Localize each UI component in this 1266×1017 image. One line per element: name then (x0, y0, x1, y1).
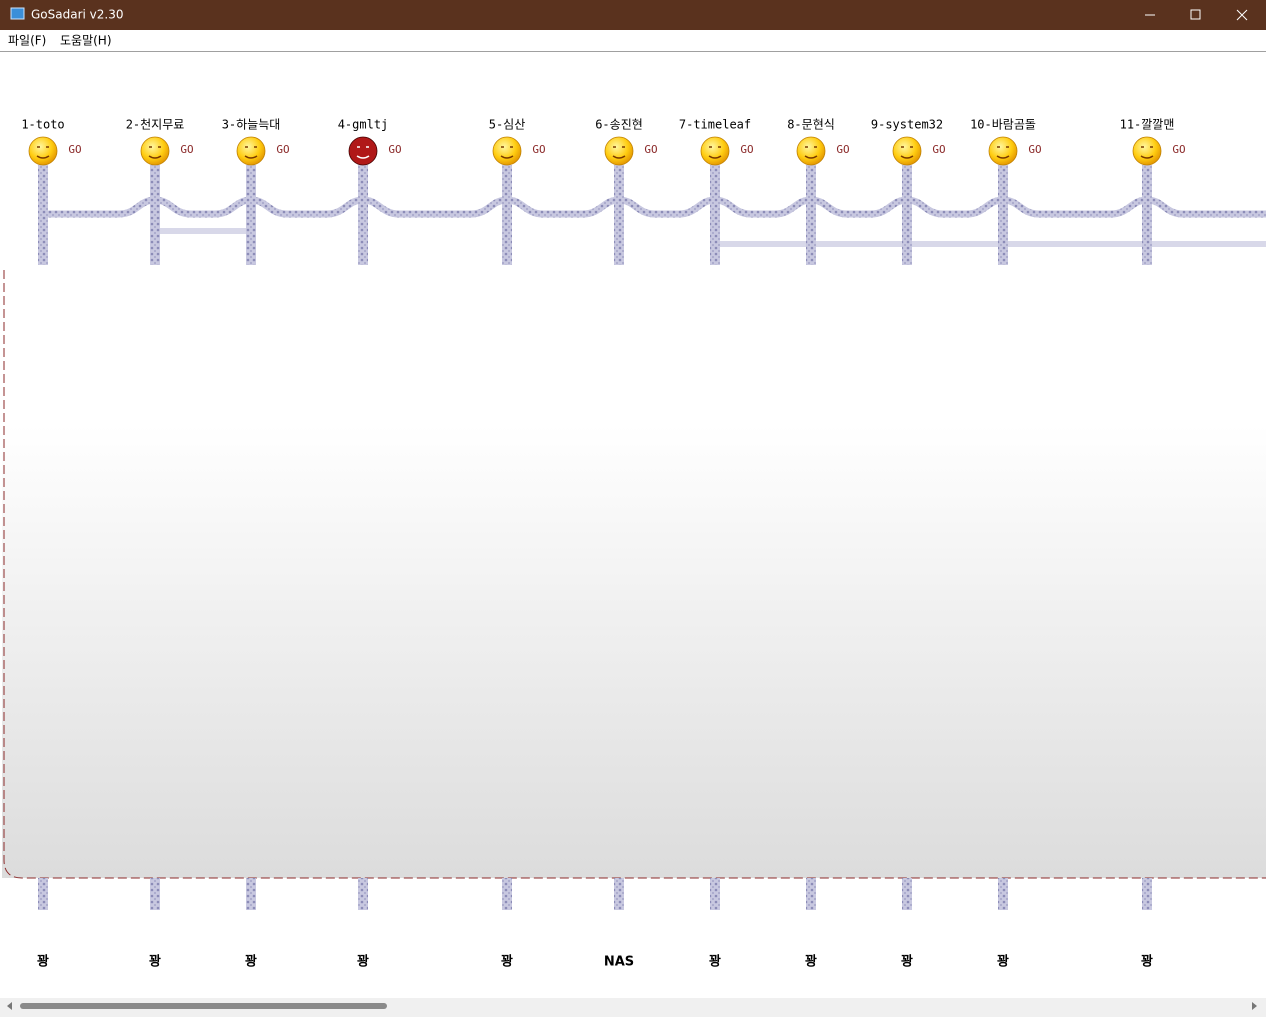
rope-post (998, 165, 1008, 265)
player-name: 5-심산 (489, 118, 526, 132)
emoticon-face (708, 146, 722, 159)
rope-post (1142, 878, 1152, 910)
rope-post (902, 165, 912, 265)
emoticon (1132, 136, 1162, 166)
rope-post (502, 165, 512, 265)
rope-post (246, 165, 256, 265)
result-label: 꽝 (1141, 955, 1153, 970)
player-name: 11-깔깔맨 (1120, 118, 1175, 132)
go-button[interactable]: GO (836, 143, 849, 156)
result-label: 꽝 (149, 955, 161, 970)
emoticon-face (900, 146, 914, 159)
rope-post (710, 165, 720, 265)
emoticon-face (1140, 146, 1154, 159)
emoticon-face (148, 146, 162, 159)
result-label: 꽝 (245, 955, 257, 970)
emoticon-face (500, 146, 514, 159)
menu-bar (0, 30, 1266, 51)
go-button[interactable]: GO (932, 143, 945, 156)
emoticon-face (356, 146, 370, 159)
ladder-board (2, 53, 1266, 878)
window-title: GoSadari v2.30 (31, 8, 123, 22)
go-button[interactable]: GO (276, 143, 289, 156)
emoticon (700, 136, 730, 166)
rope-post (806, 878, 816, 910)
result-label: 꽝 (709, 955, 721, 970)
result-label: 꽝 (37, 955, 49, 970)
go-button[interactable]: GO (1172, 143, 1185, 156)
go-button[interactable]: GO (532, 143, 545, 156)
board-border (3, 270, 1266, 879)
rope-post (150, 878, 160, 910)
rope-post (902, 878, 912, 910)
result-label: NAS (604, 955, 634, 970)
rope-post (998, 878, 1008, 910)
title-bar (0, 0, 1266, 30)
emoticon (892, 136, 922, 166)
rope-post (150, 165, 160, 265)
go-button[interactable]: GO (1028, 143, 1041, 156)
rope-line (40, 196, 1266, 218)
scrollbar[interactable] (0, 998, 1266, 1017)
result-label: 꽝 (805, 955, 817, 970)
scroll-left[interactable] (7, 1002, 12, 1010)
result-label: 꽝 (901, 955, 913, 970)
player-name: 10-바람곰돌 (970, 118, 1036, 132)
rope-post (502, 878, 512, 910)
emoticon (348, 136, 378, 166)
rope-post (358, 878, 368, 910)
player-name: 8-문현식 (787, 118, 835, 132)
scroll-thumb[interactable] (20, 1003, 387, 1009)
go-button[interactable]: GO (740, 143, 753, 156)
go-button[interactable]: GO (644, 143, 657, 156)
ladder: 1-toto GO 꽝 2-천지무료 GO 꽝 3-하늘늑대 GO 꽝 4-gmltj GO 꽝 5-심… (21, 117, 1266, 970)
player-name: 3-하늘늑대 (222, 118, 281, 132)
emoticon (988, 136, 1018, 166)
menu-item[interactable]: 도움말(H) (60, 34, 112, 48)
rope-post (614, 878, 624, 910)
maximize-button[interactable] (1190, 9, 1201, 20)
player-name: 1-toto (21, 118, 64, 132)
emoticon (140, 136, 170, 166)
emoticon (604, 136, 634, 166)
emoticon (796, 136, 826, 166)
player-name: 6-송진현 (595, 118, 643, 132)
emoticon-face (244, 146, 258, 159)
emoticon-face (36, 146, 50, 159)
rope-post (38, 878, 48, 910)
player-name: 9-system32 (871, 118, 943, 132)
emoticon-face (612, 146, 626, 159)
go-button[interactable]: GO (68, 143, 81, 156)
rope-post (710, 878, 720, 910)
result-label: 꽝 (997, 955, 1009, 970)
player-name: 2-천지무료 (126, 117, 185, 132)
go-button[interactable]: GO (180, 143, 193, 156)
go-button[interactable]: GO (388, 143, 401, 156)
emoticon (236, 136, 266, 166)
close-button[interactable] (1236, 9, 1248, 21)
emoticon (492, 136, 522, 166)
result-label: 꽝 (357, 955, 369, 970)
emoticon-face (996, 146, 1010, 159)
rope-post (38, 165, 48, 265)
result-label: 꽝 (501, 955, 513, 970)
emoticon (28, 136, 58, 166)
scroll-right[interactable] (1252, 1002, 1257, 1010)
player-name: 7-timeleaf (679, 118, 751, 132)
rope-post (358, 165, 368, 265)
rope-post (246, 878, 256, 910)
rope-post (1142, 165, 1152, 265)
player-name: 4-gmltj (338, 118, 389, 132)
rope-post (806, 165, 816, 265)
emoticon-face (804, 146, 818, 159)
rope-post (614, 165, 624, 265)
app-icon (10, 7, 25, 20)
menu-item[interactable]: 파일(F) (8, 34, 46, 48)
